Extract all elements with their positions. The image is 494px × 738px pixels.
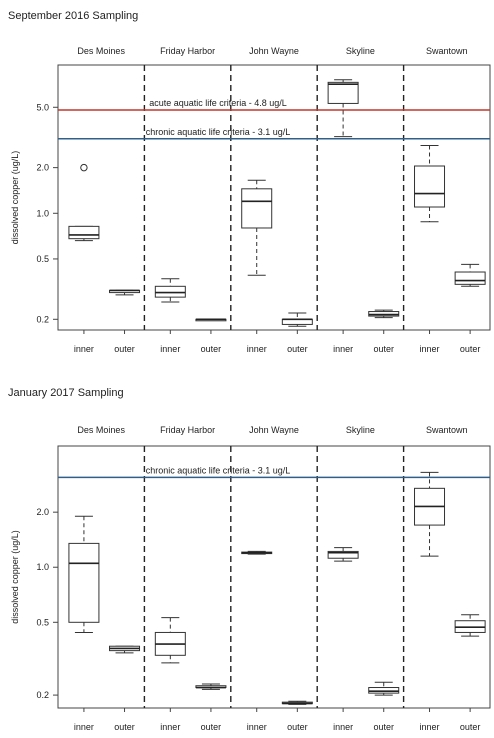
box-skyline-outer	[368, 681, 400, 696]
box-friday-harbor-outer	[195, 318, 227, 322]
y-tick-label: 5.0	[36, 102, 49, 112]
x-tick-label-inner: inner	[160, 344, 180, 354]
box-iqr	[327, 550, 359, 559]
panel-january-2017: January 2017 Sampling Des Moines Friday Ha…	[8, 387, 491, 732]
outlier-point	[80, 163, 88, 172]
y-tick-label: 2.0	[36, 163, 49, 173]
box-friday-harbor-outer	[195, 683, 227, 690]
site-label-friday-harbor: Friday Harbor	[160, 425, 215, 435]
site-label-des-moines: Des Moines	[77, 46, 125, 56]
x-tick-label-inner: inner	[333, 722, 353, 732]
y-tick-label: 1.0	[36, 562, 49, 572]
box-iqr	[454, 271, 486, 285]
y-tick-label: 0.5	[36, 254, 49, 264]
reference-line-label: acute aquatic life criteria - 4.8 ug/L	[149, 98, 287, 108]
site-label-john-wayne: John Wayne	[249, 46, 299, 56]
site-label-friday-harbor: Friday Harbor	[160, 46, 215, 56]
x-tick-label-outer: outer	[460, 344, 481, 354]
box-john-wayne-outer	[281, 312, 313, 327]
chart-title: September 2016 Sampling	[8, 10, 138, 22]
box-des-moines-outer	[109, 289, 141, 296]
x-tick-label-outer: outer	[114, 344, 135, 354]
box-iqr	[241, 188, 273, 229]
site-label-john-wayne: John Wayne	[249, 425, 299, 435]
x-tick-label-inner: inner	[420, 344, 440, 354]
box-des-moines-inner	[68, 515, 100, 633]
plot-frame	[57, 445, 491, 709]
x-tick-label-outer: outer	[287, 722, 308, 732]
x-tick-label-inner: inner	[247, 722, 267, 732]
box-swantown-outer	[454, 263, 486, 287]
box-swantown-inner	[414, 471, 446, 557]
y-tick-label: 2.0	[36, 507, 49, 517]
box-john-wayne-outer	[281, 700, 313, 705]
x-tick-label-outer: outer	[373, 722, 394, 732]
site-label-swantown: Swantown	[426, 425, 468, 435]
box-iqr	[68, 225, 100, 240]
y-axis-label: dissolved copper (ug/L)	[10, 151, 20, 245]
box-iqr	[368, 687, 400, 694]
site-label-skyline: Skyline	[346, 425, 375, 435]
x-tick-label-inner: inner	[420, 722, 440, 732]
site-label-skyline: Skyline	[346, 46, 375, 56]
x-tick-label-outer: outer	[114, 722, 135, 732]
chart-title: January 2017 Sampling	[8, 387, 124, 399]
box-swantown-outer	[454, 614, 486, 637]
x-tick-label-inner: inner	[160, 722, 180, 732]
reference-line-label: chronic aquatic life criteria - 3.1 ug/L	[146, 465, 291, 475]
x-tick-label-inner: inner	[333, 344, 353, 354]
x-tick-label-inner: inner	[247, 344, 267, 354]
box-skyline-inner	[327, 547, 359, 562]
x-tick-label-inner: inner	[74, 344, 94, 354]
x-tick-label-outer: outer	[460, 722, 481, 732]
box-iqr	[68, 542, 100, 623]
site-label-swantown: Swantown	[426, 46, 468, 56]
box-swantown-inner	[414, 144, 446, 223]
box-john-wayne-inner	[241, 550, 273, 555]
site-label-des-moines: Des Moines	[77, 425, 125, 435]
y-tick-label: 0.2	[36, 690, 49, 700]
x-tick-label-inner: inner	[74, 722, 94, 732]
y-tick-label: 0.2	[36, 314, 49, 324]
panel-september-2016: September 2016 Sampling Des Moines Friday …	[8, 10, 491, 354]
box-des-moines-outer	[109, 645, 141, 654]
reference-line-label: chronic aquatic life criteria - 3.1 ug/L	[146, 127, 291, 137]
y-tick-label: 0.5	[36, 617, 49, 627]
box-iqr	[327, 81, 359, 104]
x-tick-label-outer: outer	[201, 722, 222, 732]
box-friday-harbor-inner	[154, 278, 186, 303]
y-axis-label: dissolved copper (ug/L)	[10, 530, 20, 624]
x-tick-label-outer: outer	[287, 344, 308, 354]
box-des-moines-inner	[68, 163, 100, 242]
x-tick-label-outer: outer	[201, 344, 222, 354]
y-tick-label: 1.0	[36, 208, 49, 218]
plot-frame	[57, 64, 491, 331]
box-skyline-outer	[368, 309, 400, 319]
box-iqr	[154, 285, 186, 298]
box-iqr	[414, 165, 446, 208]
box-john-wayne-inner	[241, 179, 273, 276]
box-friday-harbor-inner	[154, 617, 186, 664]
x-tick-label-outer: outer	[373, 344, 394, 354]
box-skyline-inner	[327, 79, 359, 138]
